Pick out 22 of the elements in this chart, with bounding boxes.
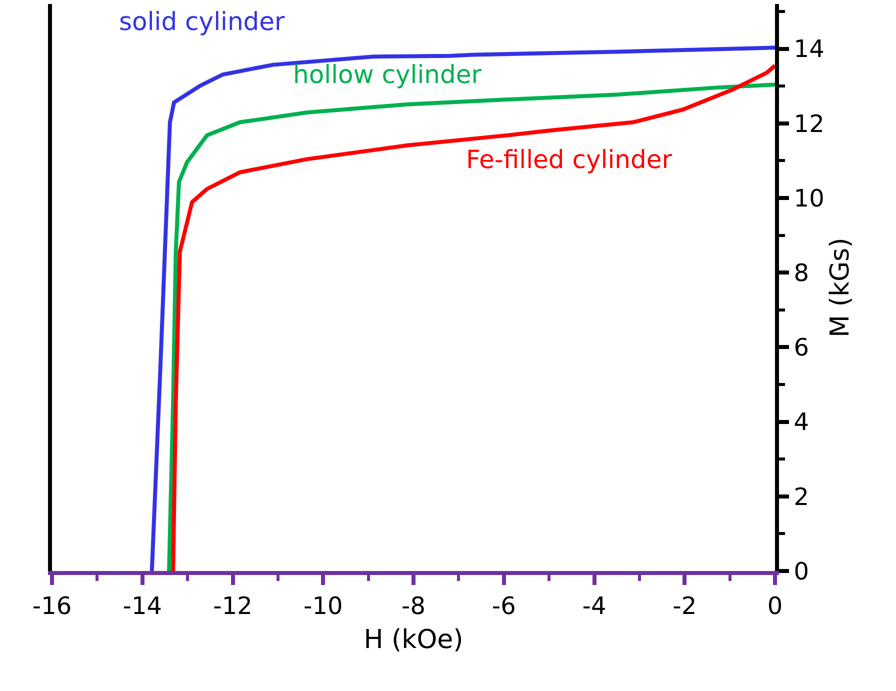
y-tick-label: 12 [794,110,824,138]
x-tick-label: -8 [402,592,426,620]
x-tick-label: -16 [32,592,72,620]
y-tick-label: 14 [794,35,824,64]
y-tick-label: 2 [794,482,810,511]
x-tick-label: -10 [304,592,343,620]
y-tick-label: 8 [794,258,810,287]
y-tick-label: 10 [794,184,824,212]
x-tick-label: -2 [672,592,697,620]
x-tick-label: -4 [582,592,606,620]
series-label: hollow cylinder [293,60,482,89]
x-tick-label: -14 [122,592,162,620]
series-label: solid cylinder [119,7,286,36]
y-tick-label: 0 [794,557,810,586]
x-axis-title: H (kOe) [364,625,464,655]
x-tick-label: -6 [492,592,516,620]
x-tick-label: 0 [767,592,783,620]
series-label: Fe-filled cylinder [466,145,673,174]
y-tick-label: 4 [794,408,810,436]
y-tick-label: 6 [794,334,810,362]
y-axis-title: M (kGs) [826,238,856,338]
x-tick-label: -12 [213,592,252,620]
